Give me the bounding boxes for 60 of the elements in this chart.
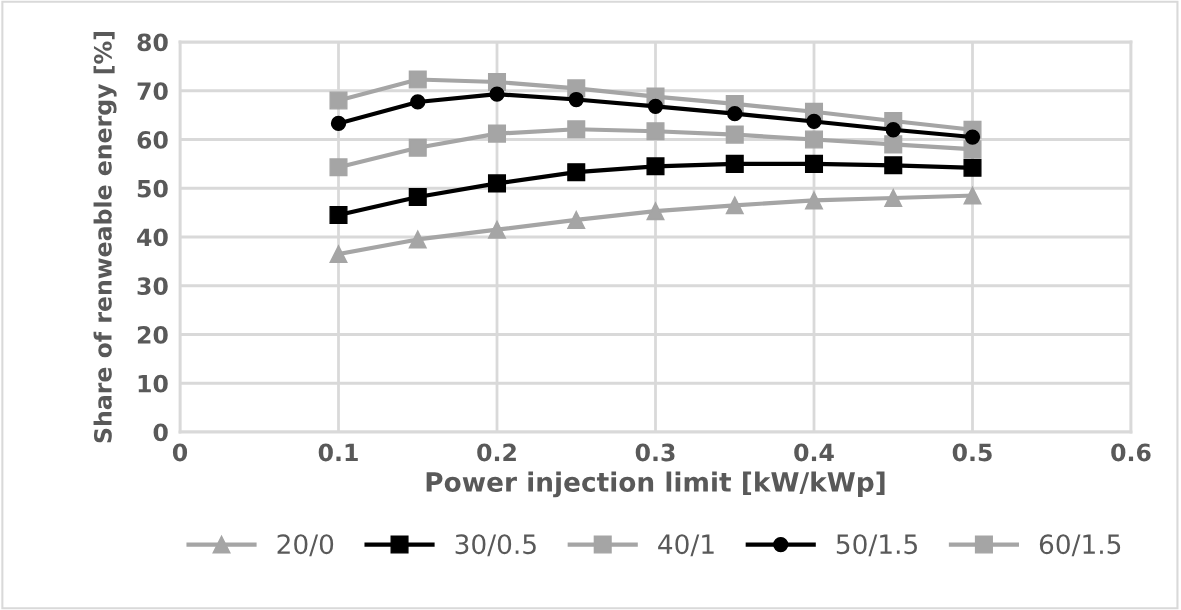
point [567,120,586,139]
y-tick-label: 0 [153,423,168,442]
point [330,115,347,132]
point [646,202,665,221]
point [408,138,427,157]
point [487,124,507,143]
y-tick-label: 80 [137,33,168,52]
point [964,129,981,145]
point [408,70,427,89]
y-tick-label: 40 [137,228,168,247]
y-tick-label: 70 [137,82,168,101]
x-tick-label: 0.4 [794,443,834,462]
point [408,230,427,249]
point [885,122,901,138]
point [329,158,348,177]
point [329,91,348,110]
point [963,158,982,177]
x-tick-label: 0.3 [635,443,675,462]
legend-label: 40/1 [658,534,714,557]
point [487,174,507,193]
point [489,86,505,102]
point [725,196,744,215]
point [408,187,427,207]
point [568,91,584,108]
legend-label: 60/1.5 [1039,534,1121,557]
point [329,245,348,264]
x-axis-title: Power injection limit [kW/kWp] [426,471,885,498]
point [963,186,982,205]
y-tick-label: 30 [137,277,168,296]
point [410,94,426,110]
point [884,135,903,154]
legend-label: 50/1.5 [836,534,917,557]
point [725,154,744,173]
legend-label: 20/0 [277,534,334,557]
point [487,220,507,239]
point [329,206,348,225]
y-tick-label: 60 [137,130,168,149]
x-tick-label: 0.5 [952,443,992,462]
y-tick-label: 10 [138,374,168,393]
y-axis-title: Share of renweable energy [%] [93,32,117,443]
point [884,156,903,175]
point [647,98,664,114]
legend-label: 30/0.5 [455,534,536,557]
x-tick-label: 0.2 [477,443,516,462]
point [567,210,586,229]
x-tick-label: 0.6 [1111,443,1151,462]
point [884,188,903,208]
x-tick-label: 0 [172,443,188,462]
point [804,130,824,149]
point [725,125,744,144]
y-tick-label: 20 [137,325,168,344]
x-tick-label: 0.1 [318,443,358,462]
point [646,157,665,176]
point [727,106,743,122]
point [804,191,824,210]
point [567,163,586,182]
point [646,122,665,141]
y-tick-label: 50 [137,179,168,198]
point [804,154,824,173]
point [806,113,822,130]
